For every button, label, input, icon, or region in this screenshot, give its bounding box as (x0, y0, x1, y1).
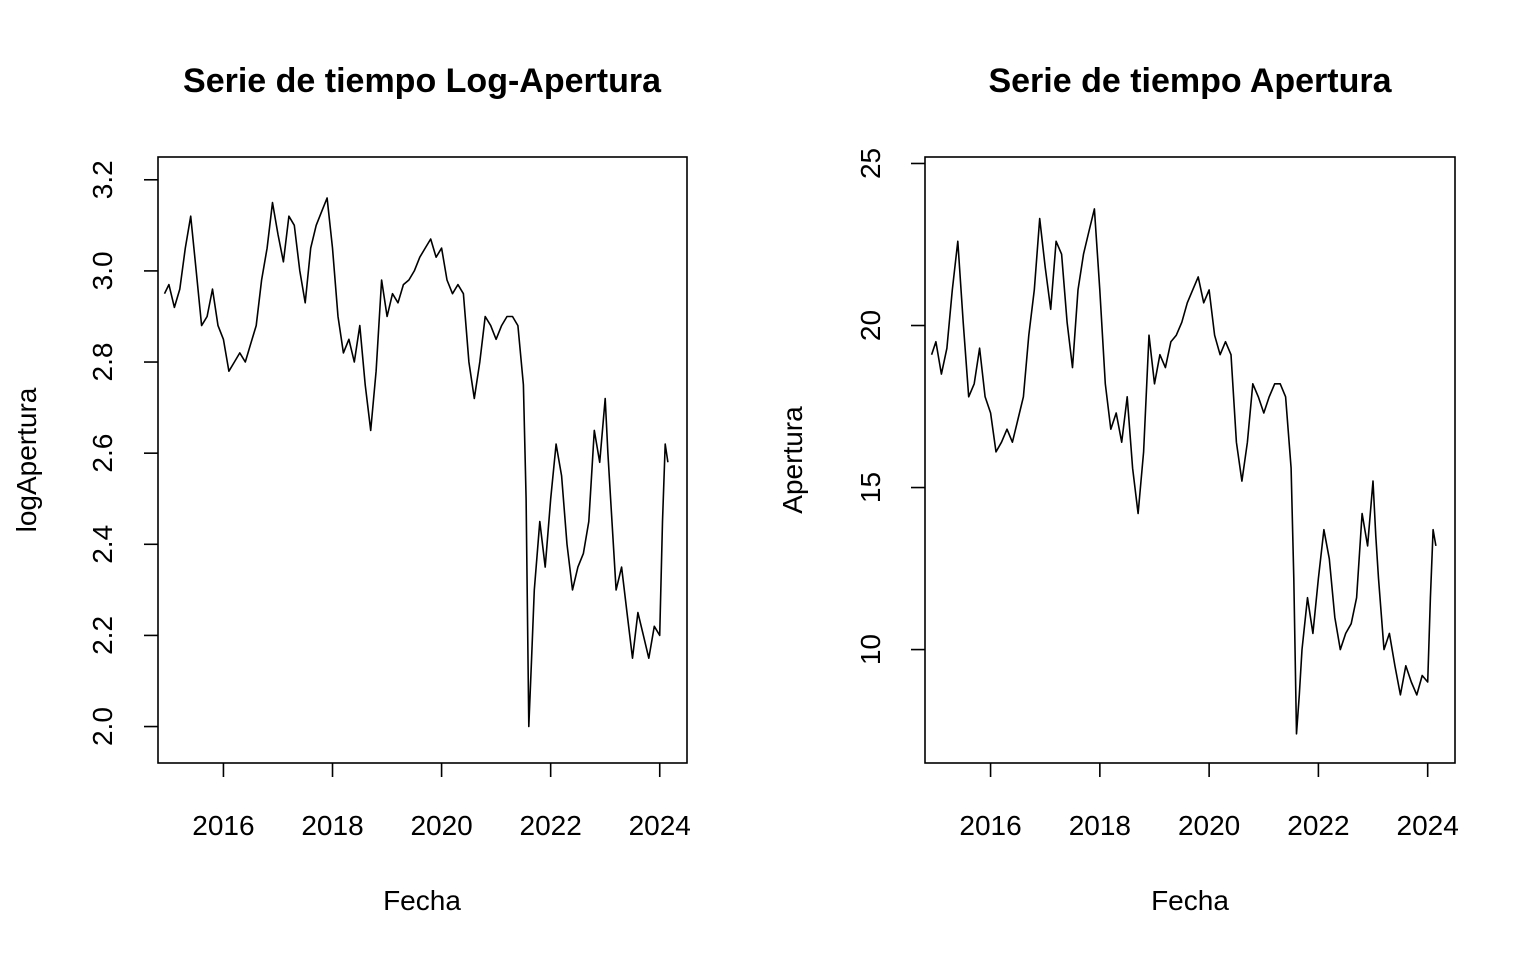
x-axis-label: Fecha (1151, 885, 1229, 916)
x-tick-label: 2016 (192, 810, 254, 841)
x-axis-label: Fecha (383, 885, 461, 916)
y-tick-label: 3.0 (87, 251, 118, 290)
chart-title: Serie de tiempo Log-Apertura (183, 62, 662, 100)
y-tick-label: 10 (855, 634, 886, 665)
y-tick-label: 25 (855, 148, 886, 179)
chart-title: Serie de tiempo Apertura (988, 62, 1392, 100)
plot-frame (924, 156, 1456, 764)
y-tick-label: 2.4 (87, 525, 118, 564)
chart-log-apertura: Serie de tiempo Log-Apertura 2016 2018 202… (11, 62, 691, 916)
y-tick-label: 3.2 (87, 160, 118, 199)
y-tick-label: 2.2 (87, 616, 118, 655)
series-line (930, 208, 1437, 735)
y-axis: 10 15 20 25 (855, 148, 925, 665)
x-tick-label: 2022 (520, 810, 582, 841)
y-axis-label: logApertura (11, 387, 42, 532)
plot-frame (157, 156, 688, 764)
x-tick-label: 2024 (629, 810, 691, 841)
x-tick-label: 2018 (1069, 810, 1131, 841)
y-tick-label: 2.8 (87, 343, 118, 382)
y-tick-label: 2.0 (87, 707, 118, 746)
series-line (163, 197, 669, 728)
y-axis-label: Apertura (777, 406, 808, 514)
y-axis: 2.0 2.2 2.4 2.6 2.8 3.0 3.2 (87, 160, 158, 746)
chart-apertura: Serie de tiempo Apertura 2016 2018 2020 202… (777, 62, 1459, 916)
x-tick-label: 2016 (959, 810, 1021, 841)
x-axis: 2016 2018 2020 2022 2024 (959, 763, 1459, 841)
x-tick-label: 2020 (1178, 810, 1240, 841)
y-tick-label: 2.6 (87, 434, 118, 473)
y-tick-label: 20 (855, 310, 886, 341)
x-tick-label: 2022 (1287, 810, 1349, 841)
x-tick-label: 2018 (301, 810, 363, 841)
y-tick-label: 15 (855, 472, 886, 503)
x-tick-label: 2024 (1397, 810, 1459, 841)
x-tick-label: 2020 (410, 810, 472, 841)
x-axis: 2016 2018 2020 2022 2024 (192, 763, 691, 841)
